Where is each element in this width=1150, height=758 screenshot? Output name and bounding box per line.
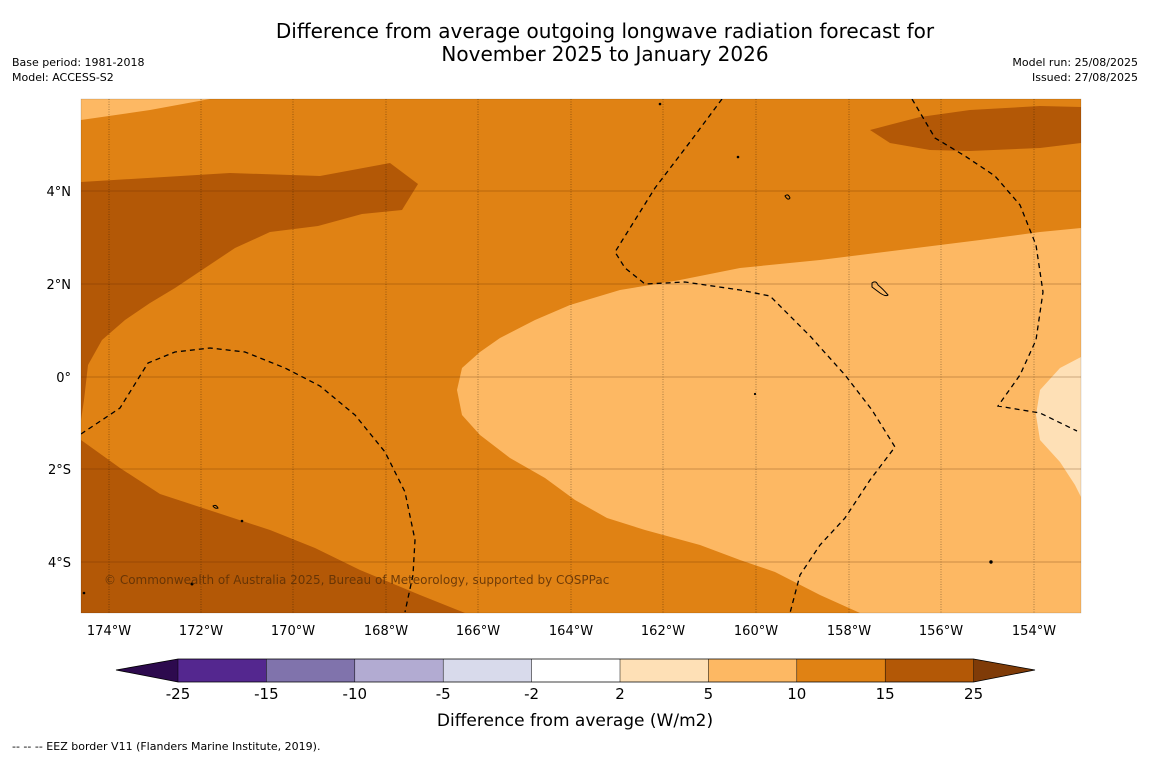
colorbar-dividers xyxy=(177,659,974,682)
lon-label: 168°W xyxy=(364,624,408,639)
colorbar-tick: 15 xyxy=(876,685,895,703)
lon-label: 166°W xyxy=(456,624,500,639)
colorbar-tick: 10 xyxy=(787,685,806,703)
colorbar-tick: -15 xyxy=(254,685,279,703)
colorbar: -25 -15 -10 -5 -2 2 5 10 15 25 Differenc… xyxy=(115,658,1036,731)
island-marker xyxy=(82,591,86,595)
colorbar-tick: 5 xyxy=(704,685,714,703)
map-figure: © Commonwealth of Australia 2025, Bureau… xyxy=(47,98,1082,731)
lon-label: 154°W xyxy=(1012,624,1056,639)
lon-label: 160°W xyxy=(734,624,778,639)
eez-border-west xyxy=(81,347,416,613)
anomaly-15-25-northwest-band xyxy=(81,163,418,420)
colorbar-tick: -2 xyxy=(524,685,539,703)
colorbar-extend-low xyxy=(116,659,178,682)
eez-border-central xyxy=(614,99,896,613)
colorbar-tick: 2 xyxy=(615,685,625,703)
colorbar-swatch xyxy=(354,659,444,682)
colorbar-swatch xyxy=(620,659,709,682)
lat-label: 2°S xyxy=(48,463,71,478)
colorbar-tick: 25 xyxy=(964,685,983,703)
colorbar-tick: -5 xyxy=(436,685,451,703)
graticule-latitudes xyxy=(81,190,1081,563)
island-marker xyxy=(753,392,757,396)
colorbar-swatch xyxy=(178,659,267,682)
metadata-left: Base period: 1981-2018 Model: ACCESS-S2 xyxy=(12,55,144,85)
eez-borders xyxy=(81,99,1078,613)
lon-label: 164°W xyxy=(549,624,593,639)
lon-label: 158°W xyxy=(827,624,871,639)
lat-label: 4°N xyxy=(47,185,72,200)
metadata-right: Model run: 25/08/2025 Issued: 27/08/2025 xyxy=(1012,55,1138,85)
colorbar-tick-labels: -25 -15 -10 -5 -2 2 5 10 15 25 xyxy=(166,685,983,703)
lon-label: 156°W xyxy=(919,624,963,639)
lat-label: 4°S xyxy=(48,556,71,571)
islands xyxy=(82,102,993,595)
island-marker xyxy=(658,102,662,106)
map-frame xyxy=(80,98,1082,614)
lon-label: 162°W xyxy=(641,624,685,639)
model-run-text: Model run: 25/08/2025 xyxy=(1012,56,1138,69)
island-marker xyxy=(989,560,993,564)
eez-border-legend: -- -- -- EEZ border V11 (Flanders Marine… xyxy=(12,740,321,753)
colorbar-label: Difference from average (W/m2) xyxy=(437,711,713,731)
lat-label: 2°N xyxy=(47,278,72,293)
anomaly-2-5-eastern-patch xyxy=(1036,357,1081,497)
colorbar-swatch xyxy=(708,659,797,682)
model-text: Model: ACCESS-S2 xyxy=(12,71,114,84)
colorbar-swatch xyxy=(885,659,974,682)
island-marker xyxy=(212,504,219,509)
colorbar-extend-high xyxy=(973,659,1035,682)
eez-border-east xyxy=(911,99,1078,432)
colorbar-tick: -10 xyxy=(343,685,368,703)
anomaly-5-10-eastern-tongue xyxy=(457,228,1081,613)
lon-label: 172°W xyxy=(179,624,223,639)
anomaly-5-10-northwest-patch xyxy=(81,99,210,120)
map-plot-area: © Commonwealth of Australia 2025, Bureau… xyxy=(81,99,1081,613)
graticule xyxy=(108,99,1035,613)
island-marker xyxy=(871,281,889,297)
island-marker xyxy=(784,194,791,200)
map-title-line-1: Difference from average outgoing longwav… xyxy=(275,19,935,43)
latitude-labels: 4°N 2°N 0° 2°S 4°S xyxy=(47,185,72,571)
anomaly-15-25-southwest-band xyxy=(81,440,465,613)
colorbar-swatch xyxy=(531,659,620,682)
issued-text: Issued: 27/08/2025 xyxy=(1031,71,1138,84)
colorbar-swatch xyxy=(443,659,532,682)
island-marker xyxy=(190,582,194,586)
base-period-text: Base period: 1981-2018 xyxy=(12,56,145,69)
colorbar-tick: -25 xyxy=(166,685,191,703)
lon-label: 170°W xyxy=(271,624,315,639)
map-title-line-2: November 2025 to January 2026 xyxy=(441,42,769,66)
island-marker xyxy=(240,519,244,523)
copyright-notice: © Commonwealth of Australia 2025, Bureau… xyxy=(104,573,609,587)
colorbar-swatch xyxy=(266,659,355,682)
lon-label: 174°W xyxy=(87,624,131,639)
island-marker xyxy=(736,155,740,159)
lat-label: 0° xyxy=(56,371,71,386)
colorbar-swatch xyxy=(796,659,886,682)
longitude-labels: 174°W 172°W 170°W 168°W 166°W 164°W 162°… xyxy=(87,624,1056,639)
